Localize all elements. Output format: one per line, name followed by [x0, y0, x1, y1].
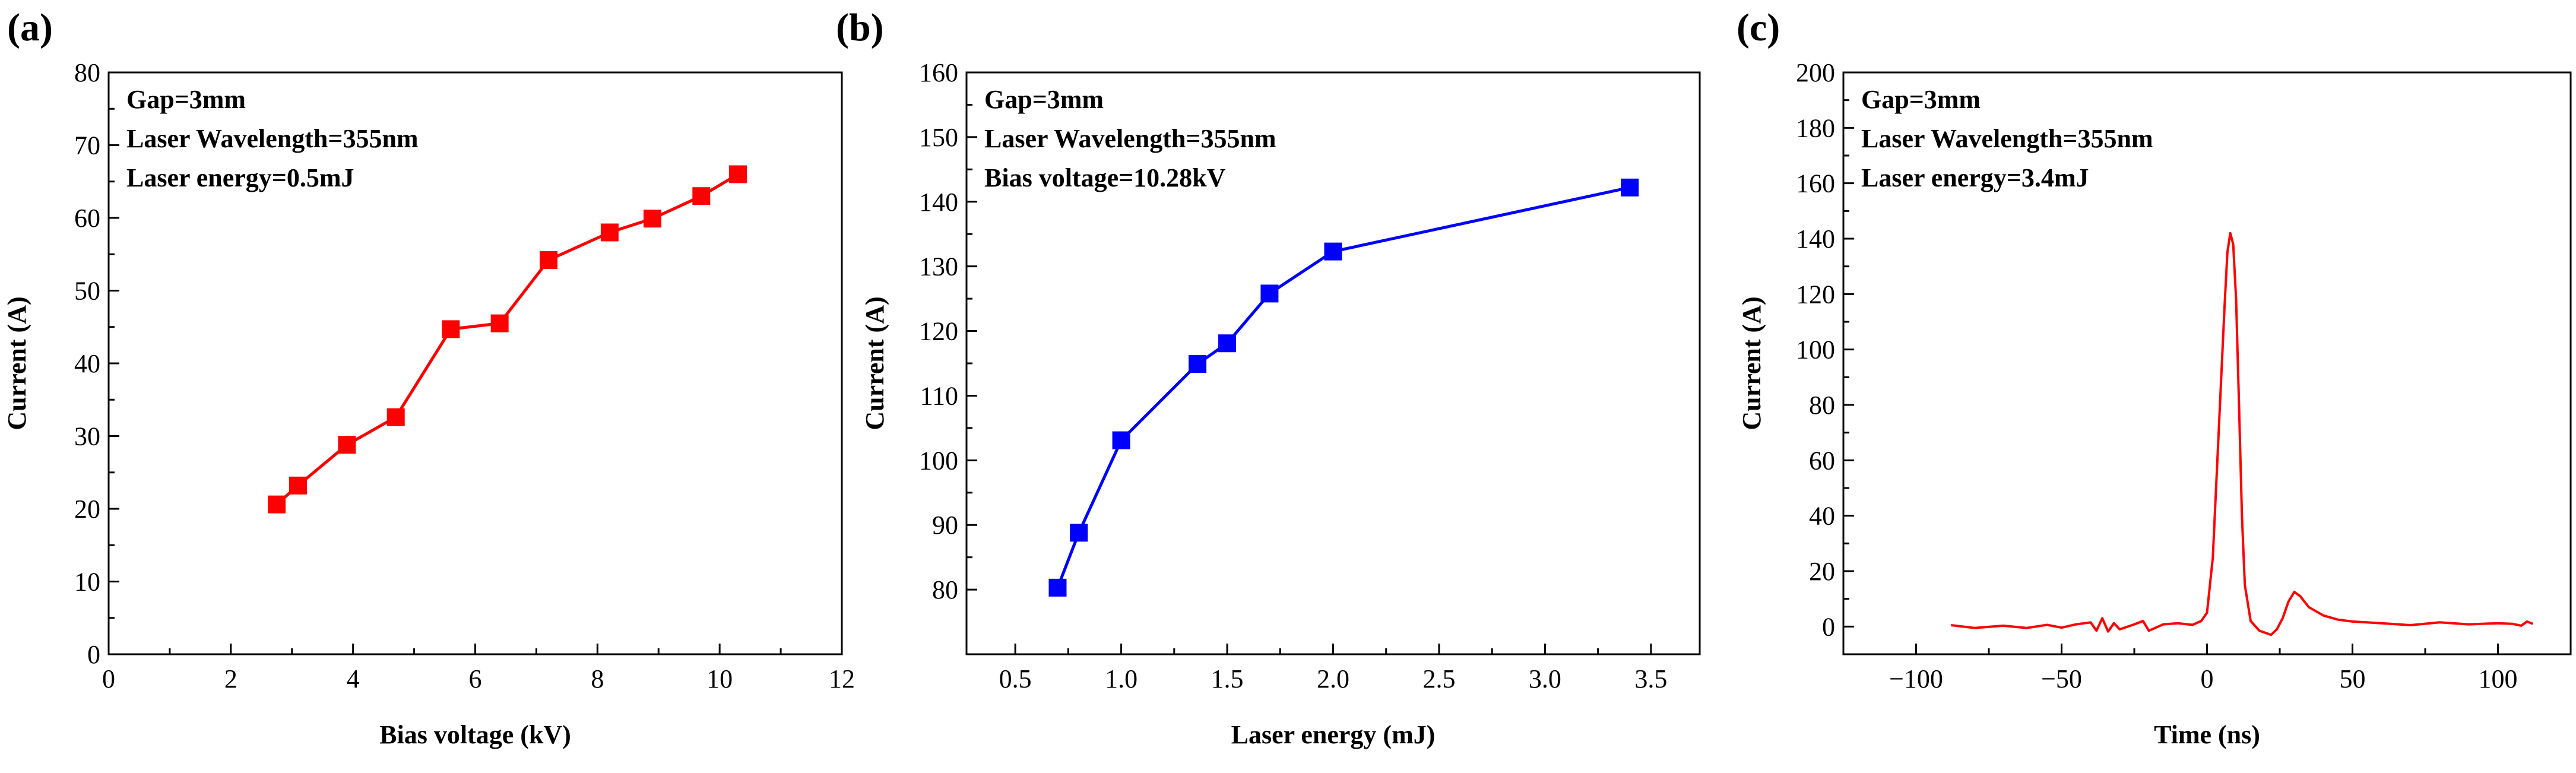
y-tick-label: 140 [1796, 224, 1835, 254]
data-point [268, 495, 286, 514]
panel-label-c: (c) [1737, 6, 1780, 49]
y-tick-label: 110 [920, 381, 958, 410]
plot-frame [107, 71, 843, 655]
y-tick-label: 40 [74, 349, 100, 378]
panel-a: (a) Gap=3mm Laser Wavelength=355nm Laser… [2, 6, 855, 749]
data-point [1070, 524, 1088, 542]
panel-label-b: (b) [836, 6, 884, 49]
data-point [442, 320, 460, 338]
x-tick-label: 2 [224, 664, 237, 693]
x-tick-label: 1.0 [1105, 664, 1138, 693]
y-tick-label: 10 [74, 568, 100, 597]
y-tick-label: 160 [1796, 169, 1835, 198]
annotation-bias-voltage: Bias voltage=10.28kV [984, 163, 1226, 192]
y-tick-label: 70 [74, 131, 100, 160]
plot-frame [1842, 71, 2572, 655]
plot-frame [965, 71, 1701, 655]
x-axis-label: Bias voltage (kV) [379, 720, 571, 749]
data-point [1621, 178, 1639, 197]
x-tick-label: 3.5 [1634, 664, 1667, 693]
y-tick-label: 80 [74, 58, 100, 87]
panel-b: (b) Gap=3mm Laser Wavelength=355nm Bias … [836, 6, 1701, 749]
annotation-wavelength: Laser Wavelength=355nm [1861, 124, 2153, 153]
x-tick-label: 0.5 [999, 664, 1032, 693]
y-tick-label: 150 [919, 123, 958, 152]
x-axis-label: Laser energy (mJ) [1231, 720, 1436, 749]
data-point [729, 165, 747, 183]
y-tick-label: 20 [1809, 557, 1835, 586]
x-tick-label: 1.5 [1211, 664, 1244, 693]
y-tick-label: 50 [74, 277, 100, 306]
x-tick-label: 4 [347, 664, 360, 693]
x-tick-label: 0 [102, 664, 115, 693]
data-point [338, 436, 356, 454]
data-point [386, 408, 405, 426]
y-tick-label: 60 [74, 204, 100, 233]
panel-c: (c) Gap=3mm Laser Wavelength=355nm Laser… [1737, 6, 2572, 749]
y-tick-label: 140 [919, 188, 958, 217]
x-tick-label: 3.0 [1529, 664, 1561, 693]
series-line [1951, 232, 2534, 636]
y-tick-label: 180 [1796, 113, 1835, 142]
y-axis-label: Current (A) [860, 296, 889, 430]
panel-label-a: (a) [7, 6, 53, 49]
y-tick-label: 20 [74, 495, 100, 524]
y-tick-label: 80 [1809, 391, 1835, 420]
annotation-gap: Gap=3mm [1861, 85, 1981, 114]
y-tick-label: 100 [919, 446, 958, 475]
y-tick-label: 0 [87, 640, 100, 669]
series-line [275, 173, 739, 506]
y-tick-label: 130 [919, 252, 958, 281]
y-tick-label: 120 [1796, 280, 1835, 309]
y-tick-label: 100 [1796, 335, 1835, 365]
data-point [1112, 431, 1130, 449]
x-tick-label: 8 [591, 664, 604, 693]
annotation-gap: Gap=3mm [126, 85, 246, 114]
x-tick-label: 0 [2201, 664, 2214, 693]
y-tick-label: 80 [932, 575, 958, 604]
y-tick-label: 30 [74, 422, 100, 451]
series-line [1056, 186, 1630, 588]
data-point [1048, 578, 1067, 597]
data-point [1260, 284, 1279, 303]
y-tick-label: 120 [919, 317, 958, 346]
y-axis-label: Current (A) [2, 296, 31, 430]
y-tick-label: 60 [1809, 446, 1835, 475]
annotation-gap: Gap=3mm [984, 85, 1104, 114]
data-point [643, 210, 661, 228]
x-tick-label: −100 [1889, 664, 1943, 693]
x-axis-label: Time (ns) [2154, 720, 2260, 749]
y-axis-label: Current (A) [1737, 296, 1766, 430]
x-tick-label: 12 [829, 664, 855, 693]
data-point [1189, 355, 1207, 373]
data-point [600, 223, 619, 242]
data-point [490, 314, 509, 332]
annotation-wavelength: Laser Wavelength=355nm [126, 124, 419, 153]
annotation-laser-energy: Laser energy=3.4mJ [1861, 163, 2089, 192]
x-tick-label: 6 [469, 664, 482, 693]
annotation-laser-energy: Laser energy=0.5mJ [126, 163, 354, 192]
y-tick-label: 40 [1809, 502, 1835, 531]
x-tick-label: 2.0 [1317, 664, 1349, 693]
y-tick-label: 90 [932, 511, 958, 540]
x-tick-label: 10 [706, 664, 733, 693]
data-point [1218, 334, 1237, 353]
data-point [1324, 242, 1342, 261]
y-tick-label: 200 [1796, 58, 1835, 87]
x-tick-label: 100 [2479, 664, 2518, 693]
annotation-wavelength: Laser Wavelength=355nm [984, 124, 1276, 153]
x-tick-label: 50 [2340, 664, 2366, 693]
x-tick-label: 2.5 [1422, 664, 1455, 693]
data-point [540, 251, 557, 270]
y-tick-label: 0 [1822, 612, 1835, 641]
y-tick-label: 160 [919, 58, 958, 87]
x-tick-label: −50 [2041, 664, 2082, 693]
data-point [289, 476, 308, 495]
data-point [692, 187, 711, 205]
